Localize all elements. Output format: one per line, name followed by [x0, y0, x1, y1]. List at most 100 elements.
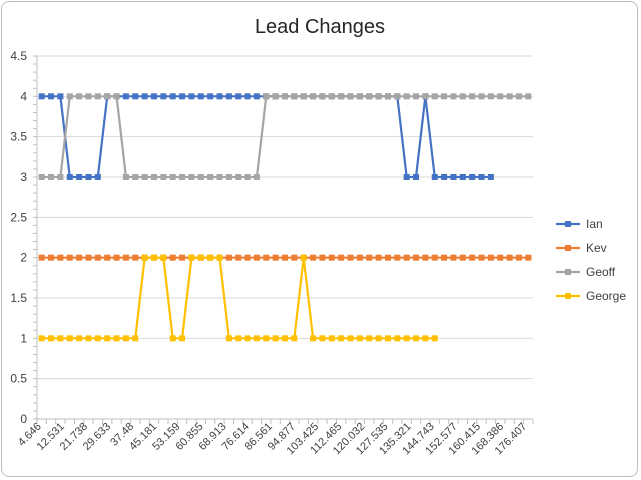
y-tick-labels: 0 0.5 1 1.5 2 2.5 3 3.5 4 4.5 [10, 49, 27, 426]
data-point [225, 93, 232, 100]
data-point [469, 254, 476, 261]
data-point [94, 93, 101, 100]
data-point [431, 93, 438, 100]
data-point [188, 93, 195, 100]
data-point [66, 254, 73, 261]
data-point [141, 174, 148, 180]
data-point [497, 93, 504, 100]
data-point [282, 93, 288, 100]
data-point [141, 93, 148, 100]
legend-swatch-marker [565, 293, 571, 299]
data-point [207, 254, 214, 261]
series-layer [38, 93, 532, 342]
data-point [253, 93, 260, 100]
data-point [104, 335, 111, 342]
legend-swatch-marker [565, 245, 571, 251]
data-point [310, 335, 317, 342]
data-point [384, 335, 391, 342]
y-tick-label: 3 [20, 170, 27, 184]
data-point [403, 254, 410, 261]
data-point [506, 93, 513, 100]
data-point [328, 254, 335, 261]
y-tick-label: 4 [20, 89, 27, 103]
data-point [169, 93, 176, 100]
data-point [319, 335, 326, 342]
legend-item-geoff: Geoff [556, 265, 616, 279]
data-point [300, 93, 307, 100]
data-point [76, 254, 83, 261]
data-point [515, 254, 522, 261]
y-tick-label: 2 [20, 251, 27, 265]
data-point [375, 335, 382, 342]
data-point [338, 335, 345, 342]
data-point [113, 254, 120, 261]
data-point [113, 93, 120, 100]
data-point [413, 254, 420, 261]
data-point [85, 335, 92, 342]
data-point [66, 335, 73, 342]
data-point [150, 93, 157, 100]
legend-label: George [586, 289, 626, 303]
data-point [104, 254, 111, 261]
data-point [132, 93, 139, 100]
data-point [122, 335, 129, 342]
data-point [291, 93, 298, 100]
data-point [57, 174, 64, 180]
data-point [85, 93, 92, 100]
data-point [347, 93, 354, 100]
legend-item-ian: Ian [556, 217, 603, 231]
data-point [487, 254, 494, 261]
y-tick-label: 4.5 [10, 49, 27, 63]
data-point [225, 335, 232, 342]
data-point [422, 254, 429, 261]
data-point [253, 254, 260, 261]
data-point [104, 93, 111, 100]
data-point [48, 174, 55, 180]
data-point [338, 93, 345, 100]
data-point [282, 254, 288, 261]
data-point [207, 93, 214, 100]
data-point [85, 174, 92, 180]
data-point [413, 335, 420, 342]
series-george [38, 254, 438, 342]
data-point [76, 93, 83, 100]
data-point [244, 335, 251, 342]
data-point [282, 335, 288, 342]
data-point [422, 335, 429, 342]
legend: Ian Kev Geoff George [556, 217, 626, 303]
data-point [366, 254, 373, 261]
data-point [394, 335, 401, 342]
data-point [169, 254, 176, 261]
legend-item-george: George [556, 289, 626, 303]
data-point [197, 93, 204, 100]
data-point [38, 254, 45, 261]
data-point [478, 93, 485, 100]
data-point [366, 93, 373, 100]
data-point [244, 93, 251, 100]
data-point [122, 93, 129, 100]
data-point [319, 93, 326, 100]
data-point [497, 254, 504, 261]
data-point [253, 174, 260, 180]
data-point [235, 174, 242, 180]
series-geoff [38, 93, 532, 180]
data-point [169, 174, 176, 180]
legend-swatch-marker [565, 221, 571, 227]
data-point [384, 93, 391, 100]
data-point [459, 93, 466, 100]
data-point [347, 335, 354, 342]
x-tick-labels: 4.64612.53121.73829.63337.4845.18153.159… [16, 421, 529, 458]
data-point [160, 254, 167, 261]
data-point [122, 174, 129, 180]
data-point [216, 93, 223, 100]
data-point [48, 335, 55, 342]
data-point [179, 254, 186, 261]
data-point [48, 254, 55, 261]
data-point [356, 335, 363, 342]
data-point [375, 254, 382, 261]
data-point [459, 174, 466, 180]
data-point [272, 93, 279, 100]
legend-swatch-marker [565, 269, 571, 275]
data-point [478, 174, 485, 180]
